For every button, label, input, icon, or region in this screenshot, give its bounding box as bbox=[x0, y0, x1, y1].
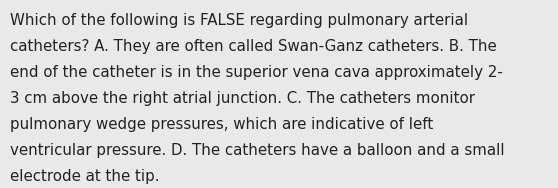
Text: pulmonary wedge pressures, which are indicative of left: pulmonary wedge pressures, which are ind… bbox=[10, 117, 434, 132]
Text: catheters? A. They are often called Swan-Ganz catheters. B. The: catheters? A. They are often called Swan… bbox=[10, 39, 497, 54]
Text: Which of the following is FALSE regarding pulmonary arterial: Which of the following is FALSE regardin… bbox=[10, 13, 468, 28]
Text: electrode at the tip.: electrode at the tip. bbox=[10, 169, 160, 184]
Text: 3 cm above the right atrial junction. C. The catheters monitor: 3 cm above the right atrial junction. C.… bbox=[10, 91, 475, 106]
Text: end of the catheter is in the superior vena cava approximately 2-: end of the catheter is in the superior v… bbox=[10, 65, 503, 80]
Text: ventricular pressure. D. The catheters have a balloon and a small: ventricular pressure. D. The catheters h… bbox=[10, 143, 504, 158]
